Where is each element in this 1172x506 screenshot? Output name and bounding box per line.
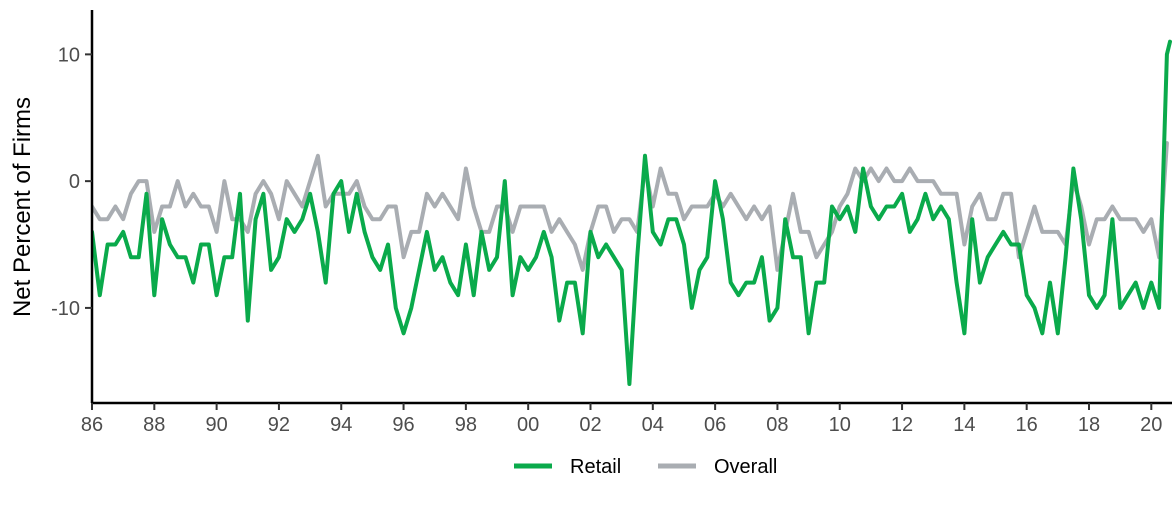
x-axis-ticks: 86 88 90 92 94 96 98 00 02 04 06 08 10 12 14 16 18 20 xyxy=(81,403,1162,436)
x-tick-label: 04 xyxy=(642,414,664,436)
x-tick-label: 14 xyxy=(953,414,975,436)
x-tick-label: 96 xyxy=(392,414,414,436)
y-axis-ticks: -10 0 10 xyxy=(51,44,92,320)
x-tick-label: 16 xyxy=(1016,414,1038,436)
x-tick-label: 94 xyxy=(330,414,352,436)
x-tick-label: 06 xyxy=(704,414,726,436)
y-axis-title: Net Percent of Firms xyxy=(9,97,36,317)
y-tick-label: -10 xyxy=(51,298,80,320)
series-layer xyxy=(93,39,1172,386)
legend-label-retail: Retail xyxy=(570,456,621,478)
x-tick-label: 18 xyxy=(1078,414,1100,436)
series-line-retail xyxy=(93,39,1172,386)
x-tick-label: 12 xyxy=(891,414,913,436)
x-tick-label: 86 xyxy=(81,414,103,436)
legend-label-overall: Overall xyxy=(714,456,777,478)
x-tick-label: 90 xyxy=(205,414,227,436)
legend: Retail Overall xyxy=(514,456,777,478)
x-tick-label: 08 xyxy=(766,414,788,436)
x-tick-label: 92 xyxy=(268,414,290,436)
x-tick-label: 20 xyxy=(1140,414,1162,436)
x-tick-label: 88 xyxy=(143,414,165,436)
y-tick-label: 10 xyxy=(58,44,80,66)
y-tick-label: 0 xyxy=(69,171,80,193)
x-tick-label: 98 xyxy=(455,414,477,436)
x-tick-label: 00 xyxy=(517,414,539,436)
series-line-overall xyxy=(93,141,1169,272)
x-tick-label: 02 xyxy=(579,414,601,436)
x-tick-label: 10 xyxy=(829,414,851,436)
